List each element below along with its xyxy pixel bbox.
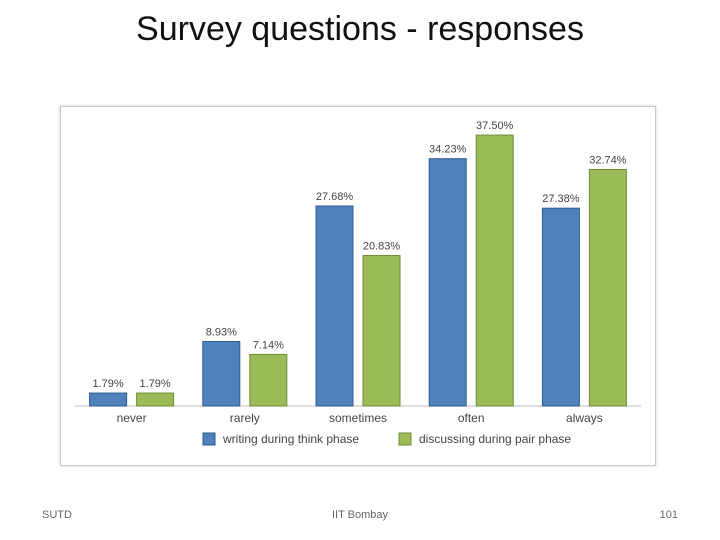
data-label: 27.68% [316, 191, 354, 203]
x-tick-label: sometimes [329, 411, 387, 425]
legend-swatch [398, 432, 412, 446]
bar-writing-rarely [202, 340, 241, 407]
bar-discussing-often [475, 134, 514, 407]
slide-title: Survey questions - responses [136, 10, 584, 48]
bar-discussing-never [136, 392, 175, 407]
bar-writing-often [428, 158, 467, 407]
data-label: 34.23% [429, 144, 467, 156]
data-label: 7.14% [253, 339, 284, 351]
bar-discussing-rarely [249, 353, 288, 407]
footer-right: 101 [659, 509, 678, 521]
footer-left: SUTD [42, 509, 72, 521]
bar-discussing-sometimes [362, 255, 401, 407]
chart-frame: 1.79% 1.79% never 8.93% 7.14% rarely 27.68% 20.… [60, 106, 656, 466]
bar-writing-always [541, 207, 580, 407]
x-tick-label: always [566, 411, 603, 425]
x-tick-label: never [117, 411, 147, 425]
bar-discussing-always [588, 168, 627, 407]
legend-swatch [202, 432, 216, 446]
data-label: 8.93% [206, 326, 237, 338]
data-label: 20.83% [363, 241, 401, 253]
x-tick-label: often [458, 411, 485, 425]
bar-writing-sometimes [315, 205, 354, 407]
footer-center: IIT Bombay [331, 509, 389, 521]
data-label: 32.74% [589, 154, 627, 166]
data-label: 1.79% [92, 378, 123, 390]
data-label: 1.79% [139, 378, 170, 390]
x-tick-label: rarely [230, 411, 260, 425]
legend-label: writing during think phase [222, 432, 359, 446]
bar-writing-never [89, 392, 128, 407]
data-label: 27.38% [542, 193, 580, 205]
data-label: 37.50% [476, 120, 514, 132]
bar-chart: 1.79% 1.79% never 8.93% 7.14% rarely 27.68% 20.… [75, 120, 641, 446]
legend-label: discussing during pair phase [419, 432, 571, 446]
